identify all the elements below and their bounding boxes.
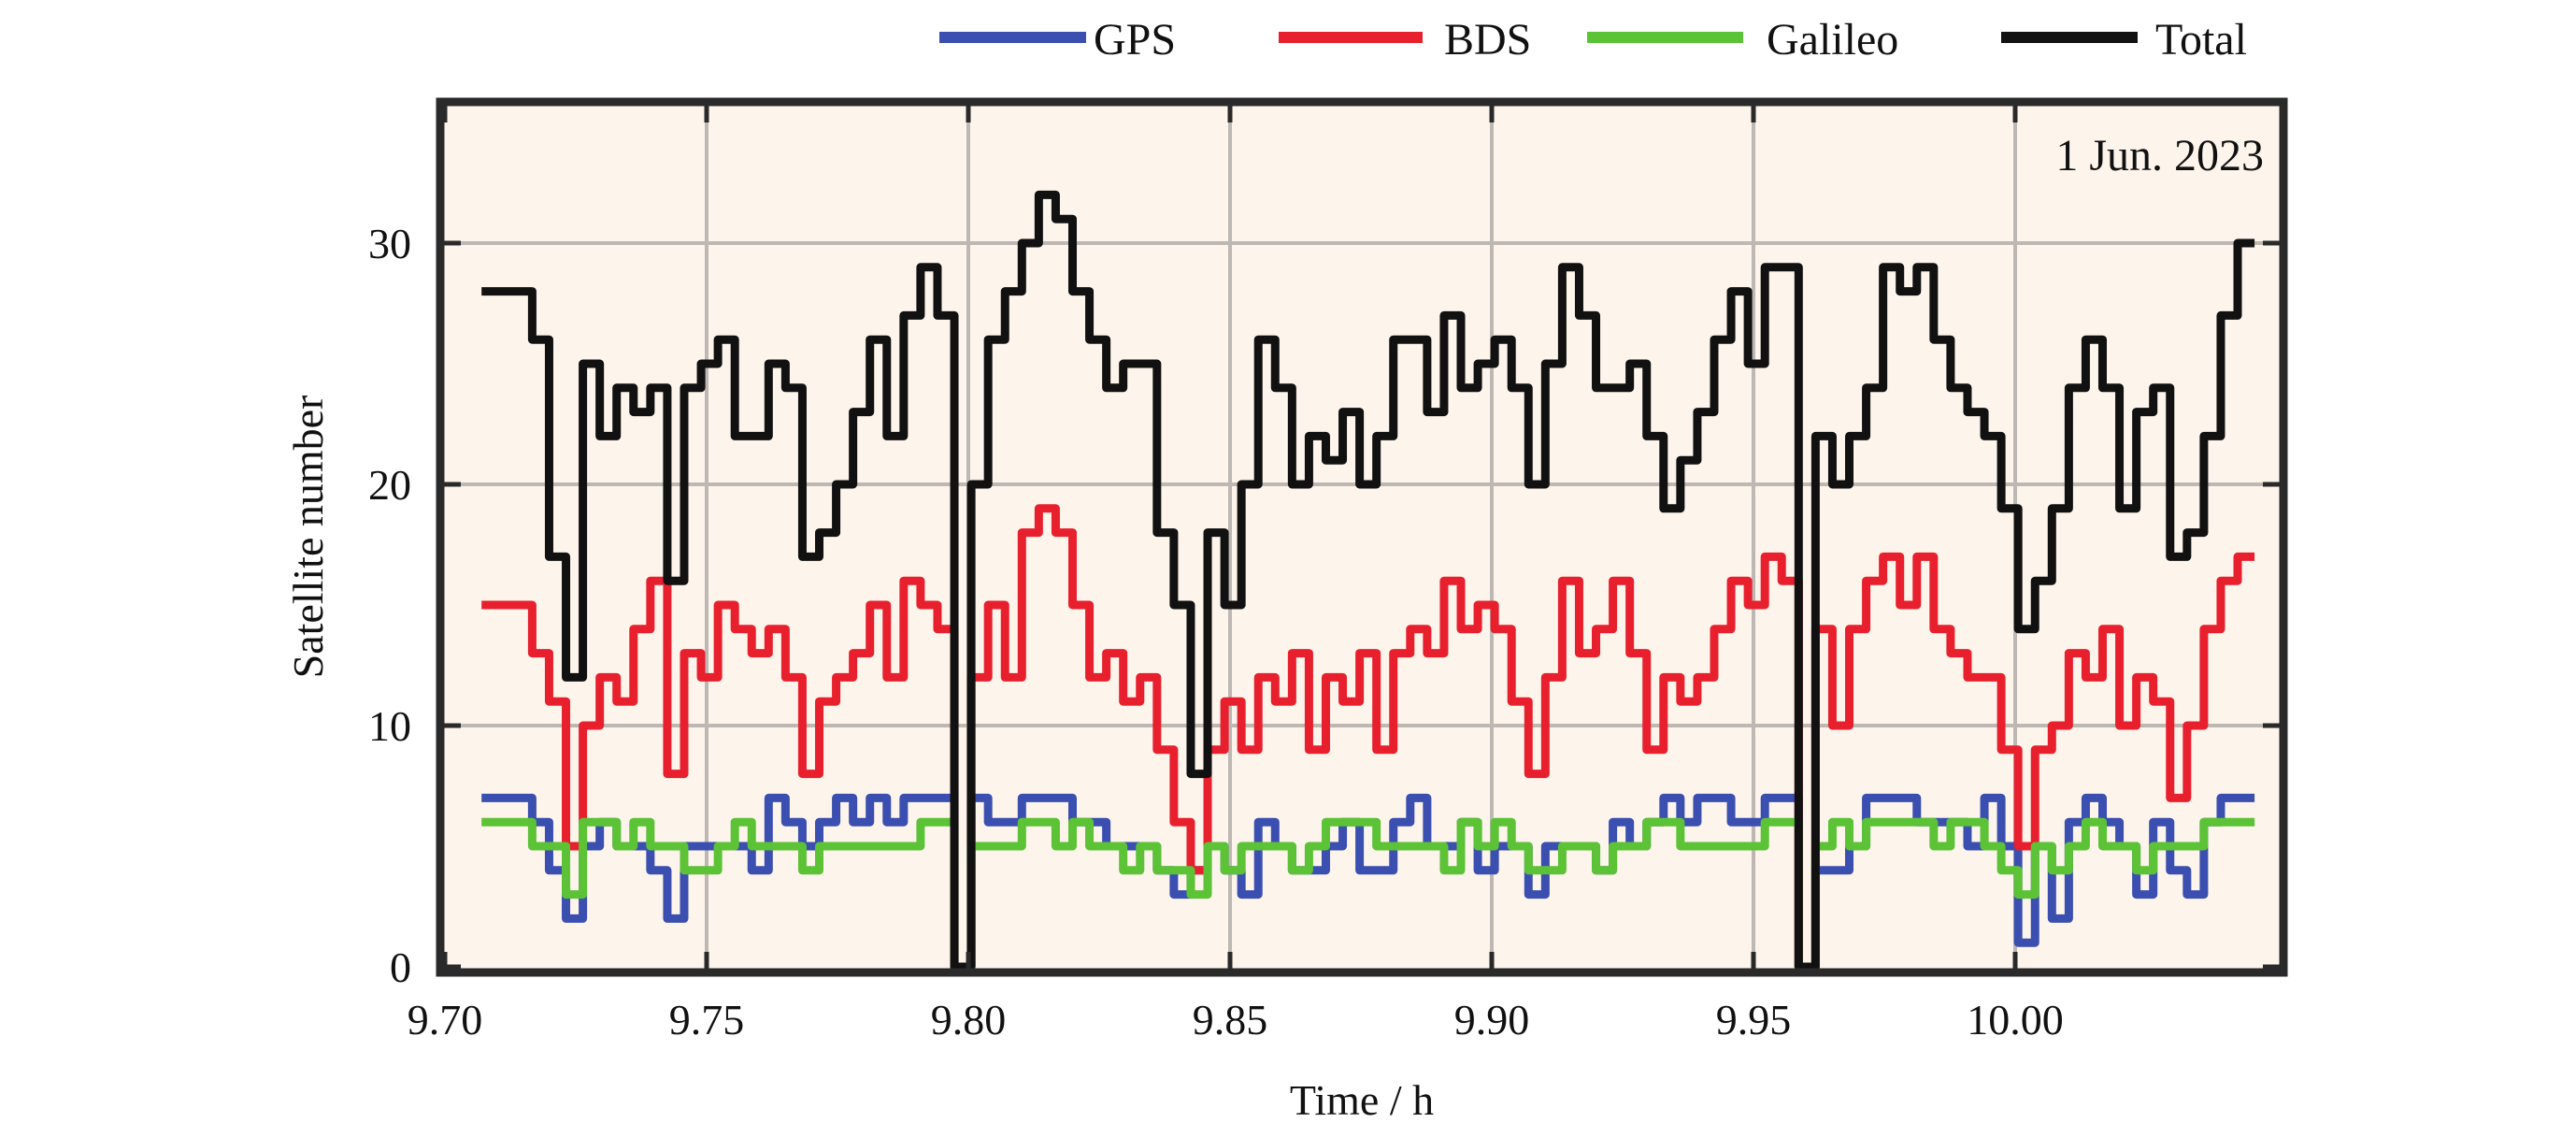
y-tick-label: 30	[368, 220, 411, 267]
y-axis-title: Satellite number	[284, 396, 332, 679]
series-line-gps	[481, 793, 2255, 971]
x-tick-label: 9.85	[1193, 996, 1268, 1043]
series-line-bds	[481, 504, 2255, 971]
series-line-galileo	[481, 817, 2255, 971]
x-tick-label: 9.95	[1716, 996, 1792, 1043]
tick-labels: 9.70 9.75 9.80 9.85 9.90 9.95 10.00 0 10 20 30	[368, 220, 2064, 1043]
y-tick-label: 10	[368, 702, 411, 750]
legend-label-bds: BDS	[1444, 15, 1531, 65]
x-tick-label: 9.90	[1454, 996, 1530, 1043]
ticks	[440, 102, 2283, 972]
series-layer	[481, 190, 2255, 971]
y-tick-label: 0	[390, 943, 411, 991]
plot-frame	[436, 97, 2288, 977]
x-tick-label: 9.80	[931, 996, 1007, 1043]
x-tick-label: 9.70	[408, 996, 483, 1043]
date-annotation: 1 Jun. 2023	[2055, 131, 2264, 180]
series-line-total	[481, 190, 2255, 971]
legend: GPS BDS Galileo Total	[939, 15, 2247, 65]
x-tick-label: 10.00	[1967, 996, 2064, 1043]
legend-label-galileo: Galileo	[1767, 15, 1898, 65]
legend-label-total: Total	[2155, 15, 2247, 65]
x-axis-title: Time / h	[1290, 1076, 1434, 1124]
legend-label-gps: GPS	[1094, 15, 1176, 65]
y-tick-label: 20	[368, 461, 411, 509]
x-tick-label: 9.75	[669, 996, 745, 1043]
